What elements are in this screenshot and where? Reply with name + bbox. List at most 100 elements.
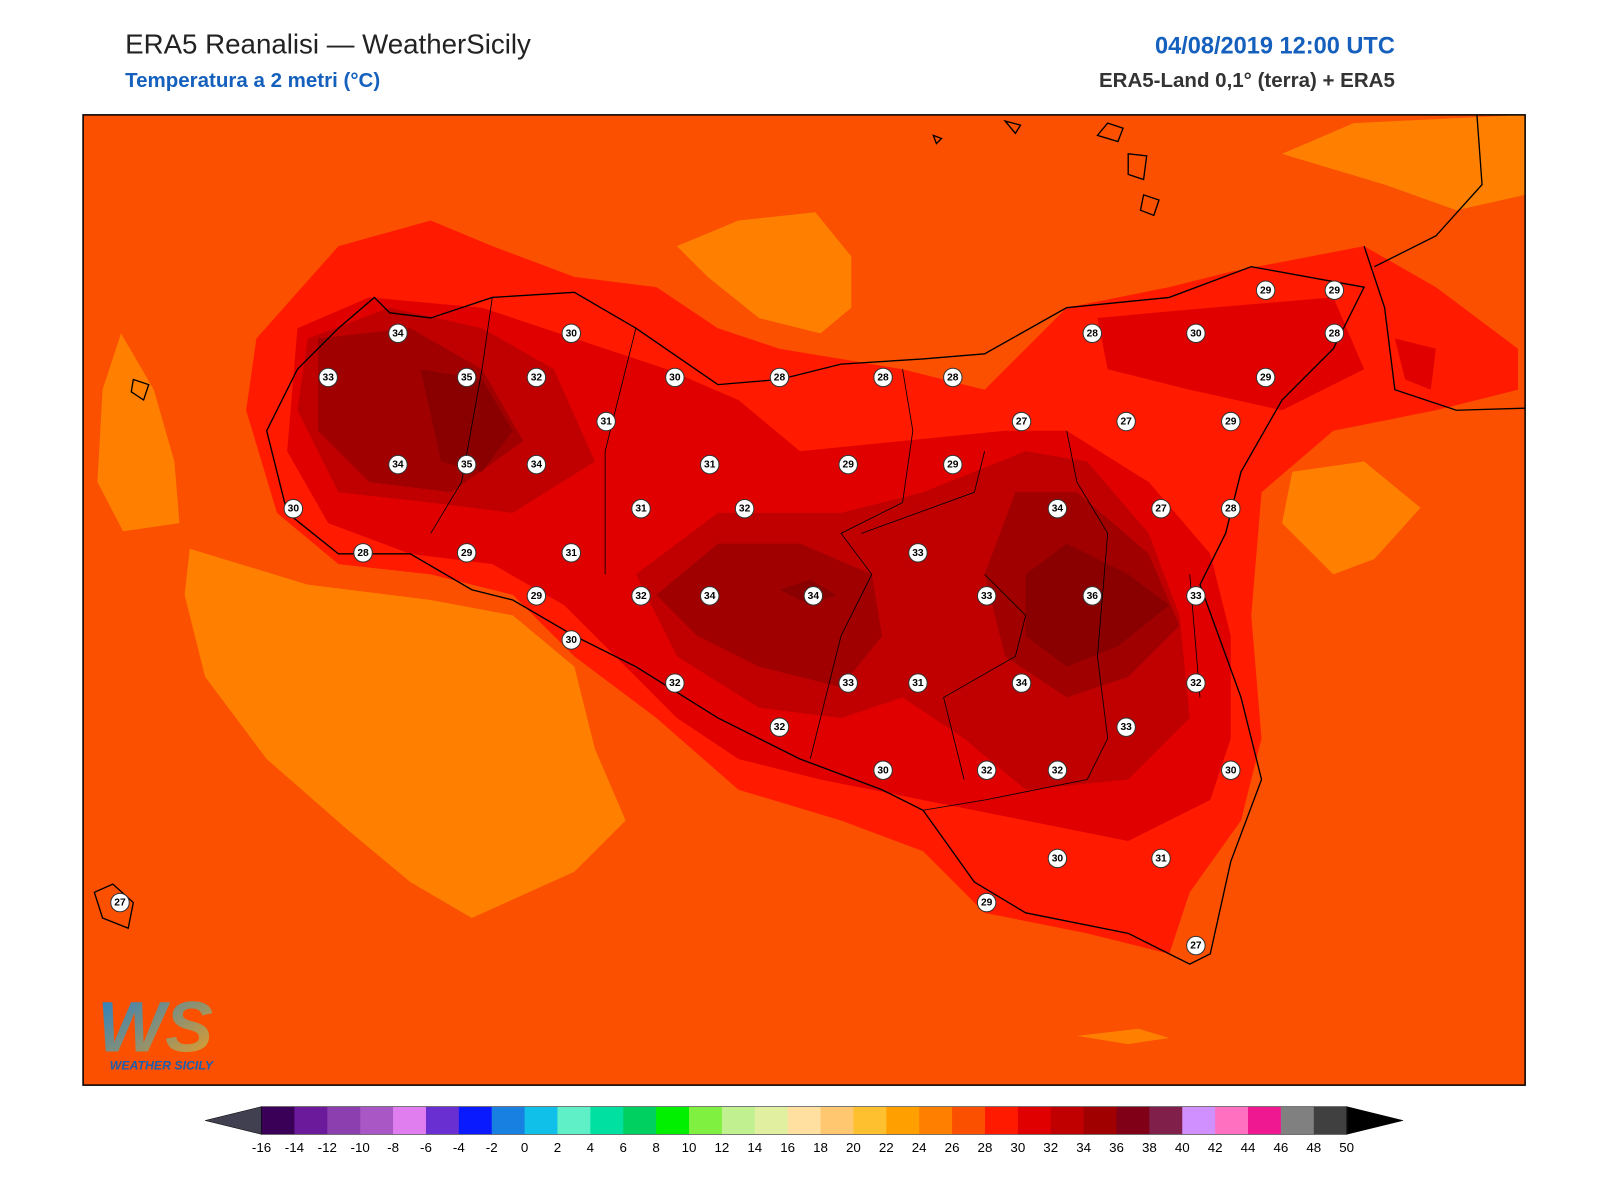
colorbar-box: [1182, 1106, 1216, 1135]
colorbar-tick-label: 36: [1109, 1140, 1124, 1155]
colorbar-box: [1050, 1106, 1085, 1135]
station-value: 31: [1155, 853, 1167, 864]
colorbar-tick-label: -10: [351, 1140, 370, 1155]
station-value: 30: [669, 372, 681, 383]
station-marker: [456, 367, 477, 388]
station-marker: [1221, 411, 1241, 432]
colorbar-box: [952, 1106, 986, 1135]
station-value: 32: [635, 591, 647, 602]
colorbar-tick-label: 44: [1241, 1140, 1256, 1155]
station-marker: [1047, 760, 1068, 780]
colorbar-box: [623, 1106, 657, 1135]
colorbar-box: [393, 1106, 427, 1135]
station-value: 28: [774, 372, 786, 383]
station-value: 33: [843, 678, 855, 689]
station-value: 29: [1260, 285, 1272, 296]
colorbar-box: [853, 1106, 887, 1135]
station-value: 31: [600, 417, 612, 428]
station-marker: [700, 454, 720, 475]
station-marker: [1011, 673, 1032, 693]
colorbar-box: [327, 1106, 361, 1135]
station-marker: [838, 673, 858, 693]
station-value: 30: [288, 504, 300, 515]
colorbar-tick-label: 18: [813, 1140, 828, 1155]
station-marker: [943, 454, 963, 475]
station-marker: [1221, 760, 1241, 780]
station-marker: [456, 454, 477, 475]
colorbar-box: [425, 1106, 460, 1135]
colorbar-tick-label: -4: [453, 1140, 465, 1155]
station-value: 31: [912, 678, 924, 689]
station-value: 34: [392, 328, 404, 339]
map-frame: [82, 114, 1526, 1086]
colorbar-box: [1248, 1106, 1282, 1135]
colorbar-box: [919, 1106, 953, 1135]
station-marker: [526, 586, 547, 606]
station-value: 28: [1329, 328, 1341, 339]
station-value: 28: [1225, 504, 1237, 515]
colorbar-box: [1215, 1106, 1249, 1135]
colorbar-box: [1149, 1106, 1183, 1135]
colorbar-tick-label: -8: [387, 1140, 399, 1155]
station-value: 34: [1016, 678, 1028, 689]
station-marker: [700, 586, 720, 606]
station-value: 28: [357, 548, 369, 559]
date: 04/08/2019 12:00 UTC: [1155, 32, 1395, 58]
colorbar-tick-label: 12: [714, 1140, 729, 1155]
station-value: 29: [461, 548, 473, 559]
station-value: 35: [461, 372, 473, 383]
colorbar-tick-label: 30: [1010, 1140, 1025, 1155]
station-value: 27: [1016, 417, 1028, 428]
station-marker: [803, 586, 824, 606]
station-marker: [908, 543, 928, 563]
station-value: 31: [566, 548, 578, 559]
colorbar-under: [205, 1106, 262, 1135]
station-marker: [1221, 498, 1241, 519]
station-value: 32: [531, 372, 543, 383]
station-value: 32: [739, 504, 751, 515]
colorbar-box: [1017, 1106, 1052, 1135]
station-marker: [769, 367, 790, 388]
colorbar-box: [754, 1106, 789, 1135]
station-marker: [1186, 673, 1206, 693]
station-marker: [769, 717, 790, 737]
station-value: 32: [1190, 678, 1202, 689]
colorbar-outline: [261, 1106, 1347, 1135]
colorbar-box: [886, 1106, 920, 1135]
colorbar-box: [721, 1106, 756, 1135]
station-marker: [873, 367, 893, 388]
station-marker: [1151, 498, 1171, 519]
colorbar-tick-label: 6: [620, 1140, 627, 1155]
colorbar-box: [590, 1106, 624, 1135]
station-marker: [318, 367, 338, 388]
station-value: 34: [1052, 504, 1064, 515]
station-marker: [1186, 935, 1206, 956]
station-marker: [526, 454, 547, 475]
station-value: 29: [1225, 417, 1237, 428]
station-marker: [1151, 848, 1171, 869]
station-marker: [908, 673, 928, 693]
colorbar-tick-label: 10: [682, 1140, 697, 1155]
station-value: 27: [1120, 417, 1132, 428]
colorbar-box: [1313, 1106, 1348, 1135]
station-marker: [1047, 848, 1068, 869]
colorbar-tick-label: 20: [846, 1140, 861, 1155]
station-marker: [1186, 323, 1206, 344]
station-marker: [943, 367, 963, 388]
station-value: 30: [1225, 765, 1237, 776]
station-value: 33: [981, 591, 993, 602]
logo-text: WEATHER SICILY: [110, 1059, 215, 1073]
station-value: 30: [877, 765, 889, 776]
station-marker: [976, 760, 997, 780]
station-value: 29: [843, 460, 855, 471]
station-marker: [353, 543, 373, 563]
station-marker: [1324, 323, 1345, 344]
station-value: 29: [531, 591, 543, 602]
colorbar-box: [458, 1106, 493, 1135]
station-value: 30: [566, 328, 578, 339]
colorbar-tick-label: 28: [978, 1140, 993, 1155]
station-value: 30: [1052, 853, 1064, 864]
station-value: 27: [114, 898, 126, 909]
station-value: 29: [981, 898, 993, 909]
